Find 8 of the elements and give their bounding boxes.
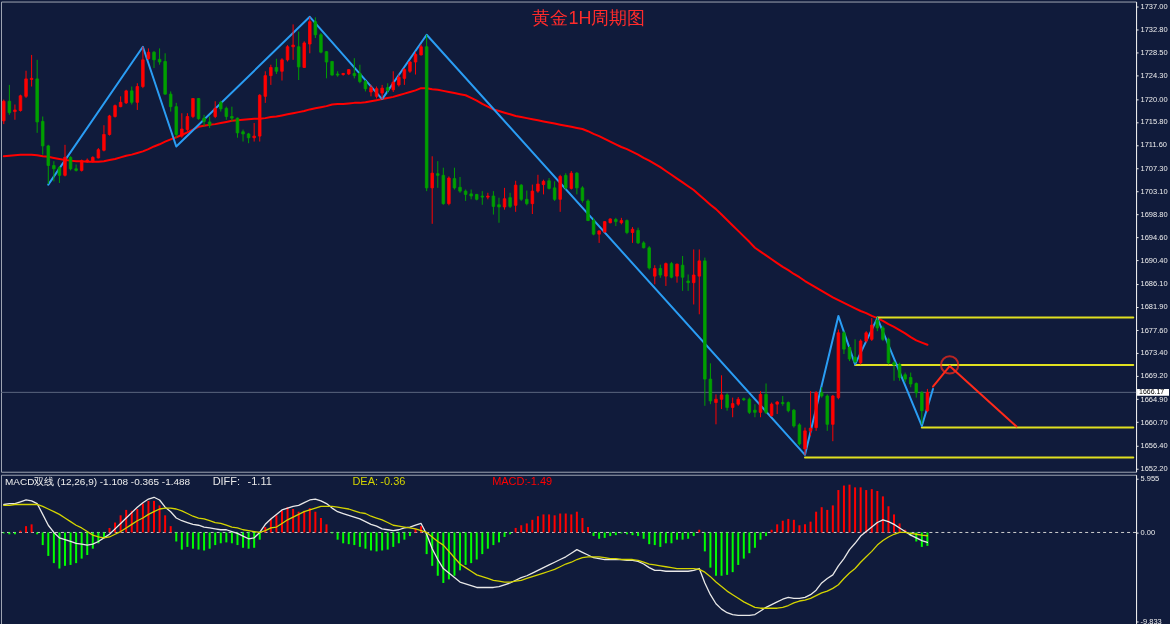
text: DEA: (352, 474, 379, 487)
annotation: -1.49 (527, 474, 553, 487)
annotation: MACD双线 (12,26,9) -1.108 -0.365 -1.488 (4, 475, 191, 487)
annotation: -1.11 (247, 474, 272, 487)
text: DIFF: (212, 474, 241, 487)
text: MACD: (492, 474, 528, 487)
annotation: -0.36 (380, 474, 406, 487)
chart-title: 黄金1H周期图 (532, 8, 646, 29)
